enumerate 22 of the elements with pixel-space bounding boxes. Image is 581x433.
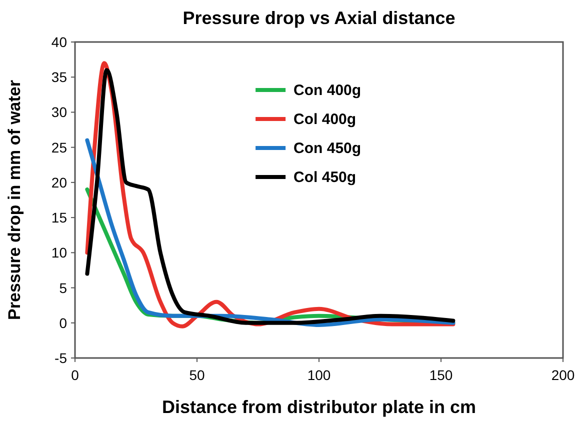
y-tick-label: 25: [51, 139, 68, 156]
legend-label: Col 450g: [294, 169, 356, 186]
y-tick-label: 15: [51, 210, 68, 226]
x-tick-label: 50: [189, 367, 205, 383]
y-tick-label: -5: [54, 350, 68, 366]
y-axis-title: Pressure drop in mm of water: [5, 80, 24, 320]
y-tick-label: 30: [51, 104, 68, 120]
y-tick-label: 20: [51, 174, 68, 190]
y-tick-label: 0: [59, 314, 68, 331]
x-axis-title: Distance from distributor plate in cm: [162, 397, 476, 417]
x-tick-label: 200: [551, 367, 575, 383]
y-tick-label: 10: [51, 244, 68, 261]
x-tick-label: 100: [307, 367, 331, 383]
y-tick-label: 5: [59, 280, 68, 296]
x-tick-label: 0: [71, 367, 80, 383]
y-tick-label: 40: [51, 34, 68, 50]
legend-label: Col 400g: [294, 111, 356, 128]
x-tick-label: 150: [429, 367, 453, 383]
y-tick-label: 35: [51, 69, 68, 86]
chart-title: Pressure drop vs Axial distance: [182, 8, 456, 28]
legend-label: Con 400g: [294, 82, 362, 99]
legend-label: Con 450g: [294, 140, 362, 157]
